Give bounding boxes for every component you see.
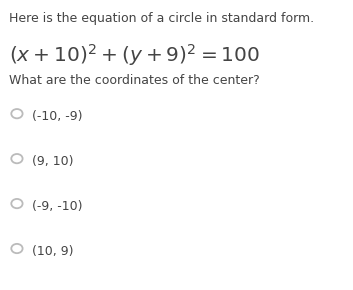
Text: (10, 9): (10, 9) [32, 245, 73, 258]
Text: (-9, -10): (-9, -10) [32, 200, 82, 213]
Text: What are the coordinates of the center?: What are the coordinates of the center? [9, 74, 259, 87]
Text: (-10, -9): (-10, -9) [32, 110, 82, 123]
Text: (9, 10): (9, 10) [32, 155, 73, 168]
Text: $(x + 10)^2 + (y + 9)^2 = 100$: $(x + 10)^2 + (y + 9)^2 = 100$ [9, 42, 260, 68]
Text: Here is the equation of a circle in standard form.: Here is the equation of a circle in stan… [9, 12, 314, 25]
